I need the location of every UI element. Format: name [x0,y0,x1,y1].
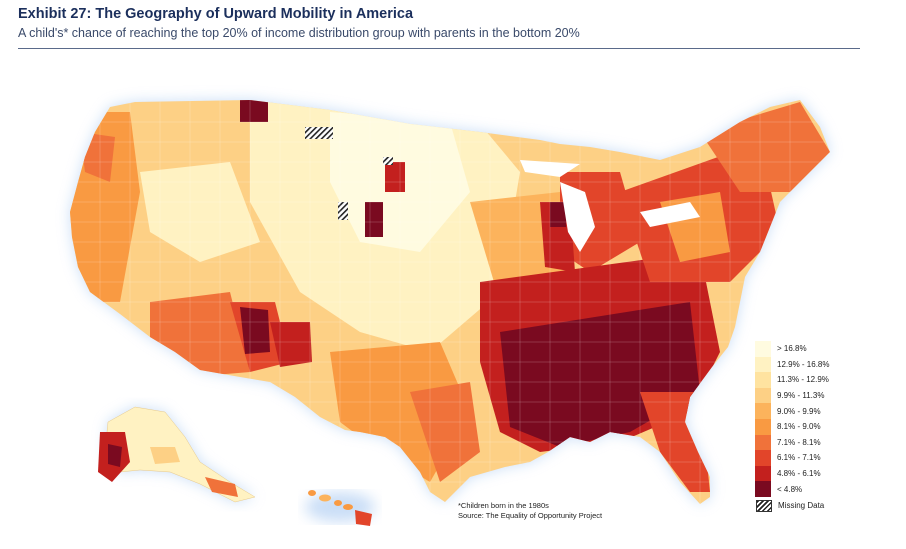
legend-label: 6.1% - 7.1% [777,453,821,463]
legend-item: 8.1% - 9.0% [755,418,895,435]
legend-item: 9.0% - 9.9% [755,403,895,419]
legend-label: 7.1% - 8.1% [777,437,821,447]
legend-swatch [755,465,771,482]
legend-label: 11.3% - 12.9% [777,375,829,385]
alaska [98,406,256,503]
us-mobility-map [70,100,830,526]
legend-swatch [755,481,771,497]
exhibit-title: Exhibit 27: The Geography of Upward Mobi… [18,6,414,22]
legend-item: 12.9% - 16.8% [755,356,895,373]
legend-item: 11.3% - 12.9% [755,372,895,388]
legend-label: 4.8% - 6.1% [777,469,821,479]
legend-item: > 16.8% [755,341,895,357]
map-legend: > 16.8% 12.9% - 16.8% 11.3% - 12.9% 9.9% - … [755,341,895,513]
legend-label: > 16.8% [777,344,807,354]
hawaii [308,490,372,526]
legend-label: < 4.8% [777,484,803,494]
legend-swatch [755,418,771,435]
legend-label: 8.1% - 9.0% [777,422,821,432]
legend-label: 12.9% - 16.8% [777,359,830,369]
legend-swatch [755,356,771,373]
footnote: *Children born in the 1980s Source: The … [458,501,602,521]
legend-item: 4.8% - 6.1% [755,465,895,482]
legend-missing-swatch [756,499,772,512]
legend-swatch [755,387,771,404]
legend-swatch [755,403,771,419]
legend-item: 9.9% - 11.3% [755,387,895,404]
legend-label: 9.0% - 9.9% [777,406,821,416]
continental-us [70,100,830,504]
legend-missing-data: Missing Data [755,499,895,513]
legend-swatch [755,434,771,451]
legend-label: 9.9% - 11.3% [777,391,825,401]
legend-swatch [755,372,771,388]
legend-item: 7.1% - 8.1% [755,434,895,451]
legend-missing-label: Missing Data [778,501,825,511]
footnote-source: Source: The Equality of Opportunity Proj… [458,511,603,520]
exhibit-subtitle: A child's* chance of reaching the top 20… [18,26,580,40]
footnote-children: *Children born in the 1980s [458,501,549,510]
title-divider [18,48,860,49]
legend-swatch [755,341,771,357]
legend-item: 6.1% - 7.1% [755,450,895,466]
legend-item: < 4.8% [755,481,895,497]
legend-swatch [755,450,771,466]
